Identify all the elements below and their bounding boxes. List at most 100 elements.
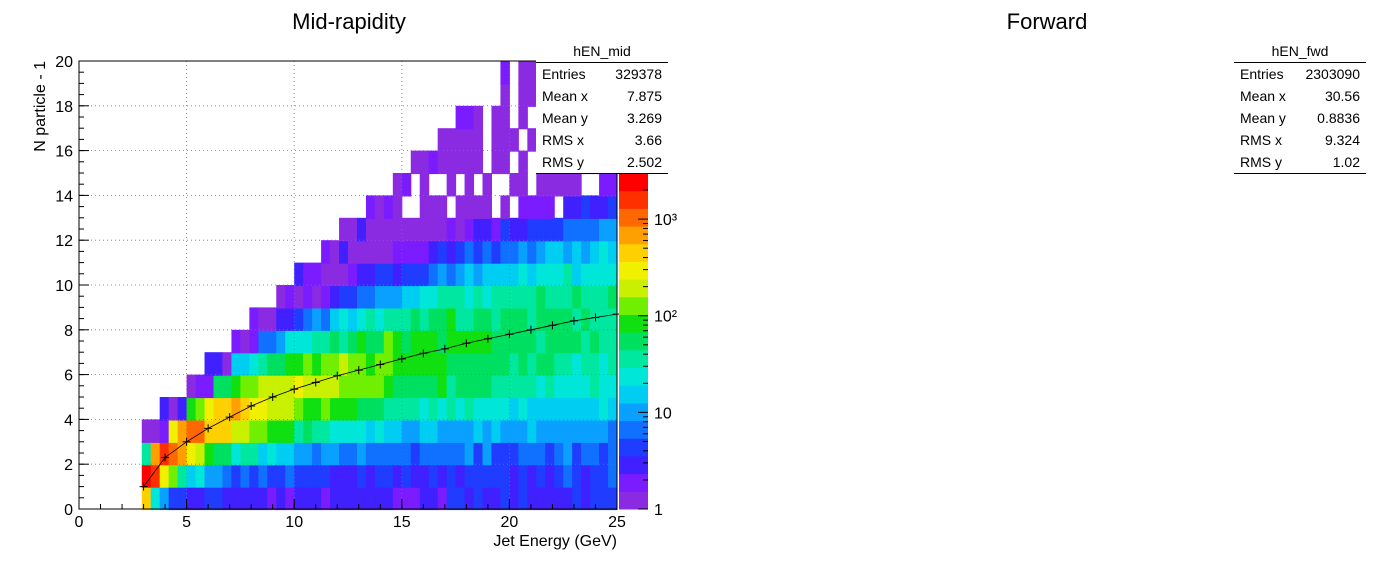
heatmap-cell	[339, 285, 349, 309]
heatmap-cell	[339, 441, 349, 466]
heatmap-cell	[258, 419, 268, 443]
heatmap-cell	[428, 441, 439, 466]
y-tick-label: 6	[64, 368, 73, 385]
heatmap-cell	[464, 262, 475, 287]
heatmap-cell	[473, 195, 484, 219]
heatmap-cell	[303, 307, 313, 331]
heatmap-cell	[321, 285, 331, 309]
heatmap-cell	[473, 397, 484, 421]
heatmap-cell	[159, 486, 170, 511]
heatmap-cell	[464, 329, 475, 354]
heatmap-cell	[437, 307, 448, 331]
heatmap-cell	[545, 195, 555, 219]
heatmap-cell	[554, 352, 564, 376]
heatmap-cell	[356, 419, 367, 443]
heatmap-cell	[312, 441, 322, 466]
heatmap-cell	[590, 307, 600, 331]
heatmap-cell	[186, 486, 197, 511]
heatmap-cell	[554, 464, 564, 488]
heatmap-cell	[482, 374, 492, 399]
heatmap-cell	[356, 307, 367, 331]
heatmap-cell	[356, 374, 367, 399]
heatmap-cell	[428, 352, 439, 376]
z-tick-label: 1	[654, 502, 663, 519]
heatmap-cell	[473, 419, 484, 443]
heatmap-cell	[419, 441, 430, 466]
heatmap-cell	[581, 397, 591, 421]
heatmap-cell	[312, 397, 322, 421]
heatmap-cell	[572, 307, 582, 331]
heatmap-cell	[473, 262, 484, 287]
stats-row-mean-x: Mean x 30.56	[1234, 85, 1366, 107]
y-tick-label: 16	[55, 144, 73, 161]
heatmap-cell	[159, 441, 170, 466]
heatmap-cell	[339, 240, 349, 264]
heatmap-cell	[437, 240, 448, 264]
heatmap-cell	[401, 173, 412, 197]
heatmap-cell	[491, 150, 501, 175]
heatmap-cell	[446, 419, 457, 443]
heatmap-cell	[536, 217, 546, 242]
heatmap-cell	[527, 486, 537, 511]
heatmap-cell	[590, 352, 600, 376]
heatmap-cell	[303, 397, 313, 421]
heatmap-cell	[545, 486, 555, 511]
heatmap-cell	[500, 307, 510, 331]
heatmap-cell	[500, 240, 510, 264]
stats-row-rms-y: RMS y 2.502	[536, 151, 668, 173]
heatmap-cell	[491, 441, 501, 466]
heatmap-cell	[276, 397, 286, 421]
heatmap-cell	[339, 217, 349, 242]
heatmap-cell	[527, 83, 537, 107]
heatmap-cell	[392, 307, 403, 331]
heatmap-cell	[276, 329, 286, 354]
heatmap-cell	[563, 464, 573, 488]
heatmap-cell	[276, 307, 286, 331]
stats-value: 329378	[615, 66, 662, 82]
heatmap-cell	[294, 486, 304, 511]
heatmap-cell	[168, 486, 179, 511]
heatmap-cell	[482, 419, 492, 443]
heatmap-cell	[500, 128, 510, 152]
color-scale-band	[619, 261, 648, 280]
heatmap-cell	[545, 441, 555, 466]
heatmap-cell	[572, 217, 582, 242]
heatmap-cell	[581, 441, 591, 466]
heatmap-cell	[563, 217, 573, 242]
heatmap-cell	[437, 374, 448, 399]
heatmap-cell	[374, 329, 385, 354]
heatmap-cell	[348, 217, 358, 242]
heatmap-cell	[401, 262, 412, 287]
heatmap-cell	[482, 464, 492, 488]
heatmap-cell	[204, 397, 215, 421]
heatmap-cell	[437, 195, 448, 219]
heatmap-cell	[365, 441, 376, 466]
heatmap-cell	[428, 464, 439, 488]
heatmap-cell	[258, 486, 268, 511]
heatmap-cell	[383, 307, 394, 331]
heatmap-cell	[437, 397, 448, 421]
heatmap-cell	[446, 285, 457, 309]
heatmap-cell	[437, 352, 448, 376]
heatmap-cell	[518, 173, 528, 197]
heatmap-cell	[455, 464, 466, 488]
heatmap-cell	[213, 419, 223, 443]
heatmap-cell	[276, 419, 286, 443]
heatmap-cell	[500, 397, 510, 421]
heatmap-cell	[374, 374, 385, 399]
y-tick-label: 20	[55, 54, 73, 71]
heatmap-cell	[294, 307, 304, 331]
heatmap-cell	[572, 374, 582, 399]
heatmap-cell	[339, 352, 349, 376]
heatmap-cell	[482, 262, 492, 287]
heatmap-cell	[410, 150, 421, 175]
heatmap-cell	[249, 329, 259, 354]
heatmap-cell	[330, 352, 340, 376]
heatmap-cell	[473, 352, 484, 376]
heatmap-cell	[455, 285, 466, 309]
heatmap-cell	[437, 464, 448, 488]
heatmap-cell	[446, 352, 457, 376]
heatmap-cell	[222, 419, 232, 443]
heatmap-cell	[231, 374, 241, 399]
heatmap-cell	[509, 307, 519, 331]
